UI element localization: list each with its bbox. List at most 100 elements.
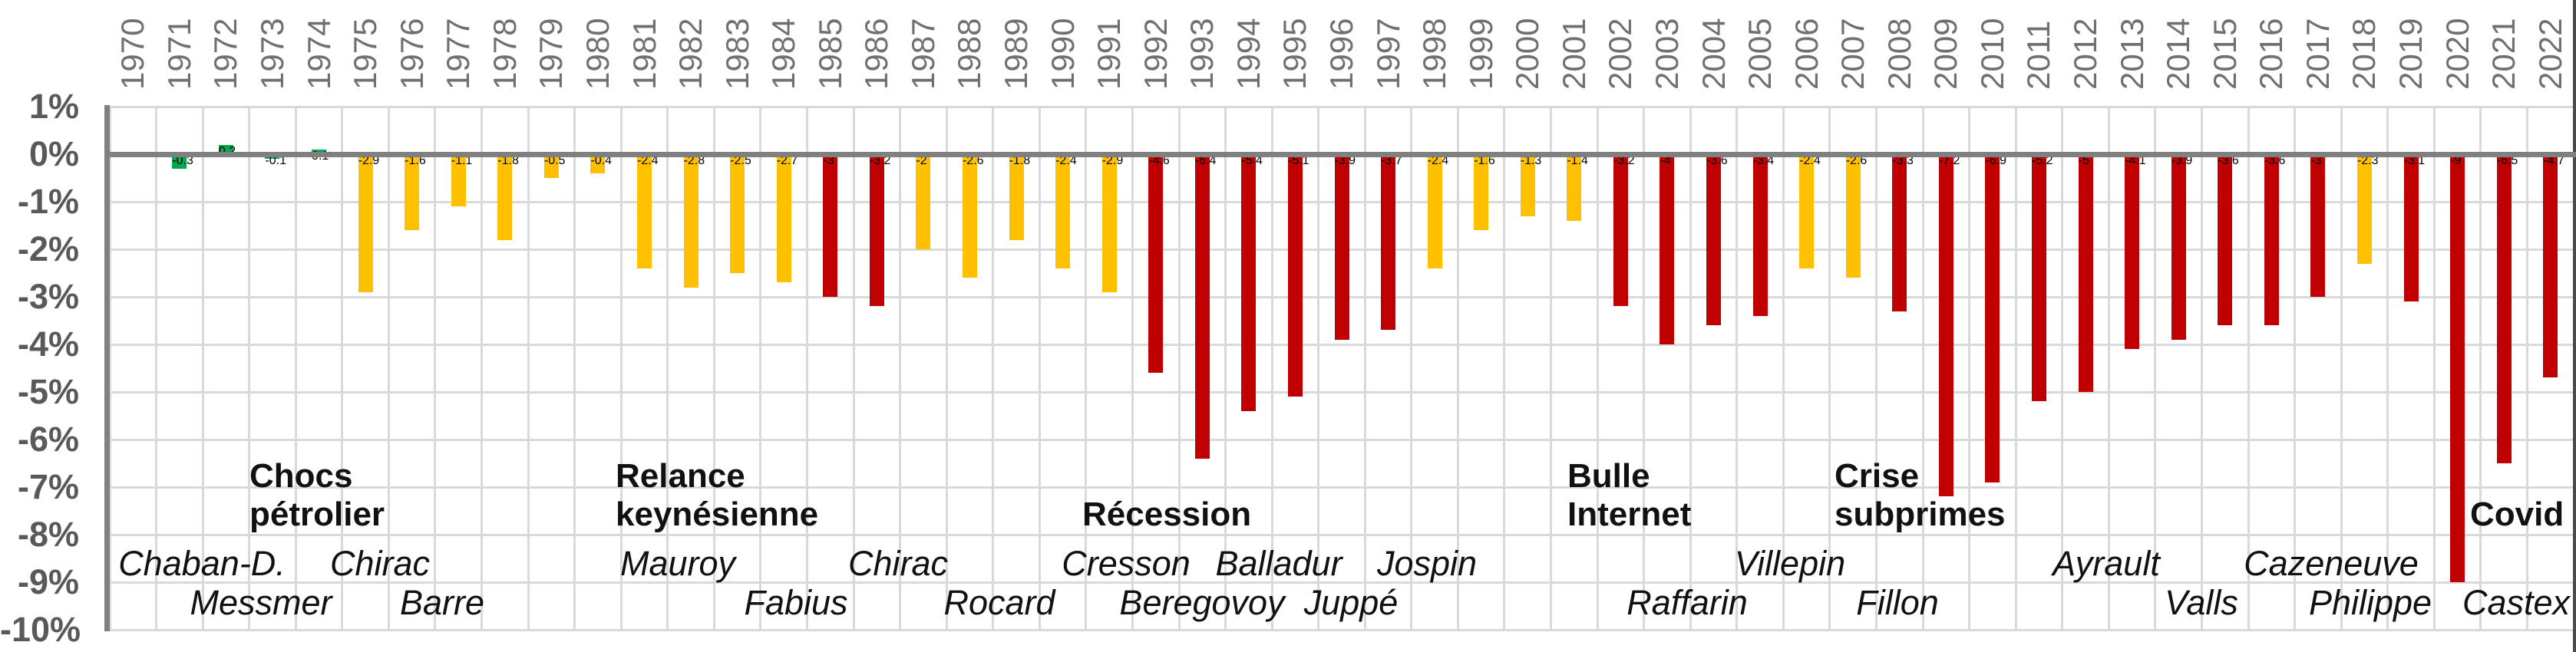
v-gridline bbox=[2247, 107, 2250, 630]
bar-1992: -4.6 bbox=[1148, 154, 1170, 374]
v-gridline bbox=[1410, 107, 1413, 630]
x-tick-label-2014: 2014 bbox=[2160, 18, 2197, 90]
x-tick-label-1992: 1992 bbox=[1137, 18, 1174, 90]
bar-1978: -1.8 bbox=[497, 154, 519, 240]
x-tick-label-1985: 1985 bbox=[811, 18, 848, 90]
x-tick-label-1982: 1982 bbox=[672, 18, 709, 90]
pm-label: Barre bbox=[399, 583, 485, 622]
v-gridline bbox=[1875, 107, 1878, 630]
y-tick-label: -6% bbox=[17, 420, 79, 459]
v-gridline bbox=[481, 107, 484, 630]
bar-2009: -7.2 bbox=[1938, 154, 1960, 497]
v-gridline bbox=[1456, 107, 1459, 630]
y-tick-label: -4% bbox=[17, 324, 79, 364]
x-tick-label-1976: 1976 bbox=[393, 18, 430, 90]
v-gridline bbox=[341, 107, 344, 630]
bar-2012: -5 bbox=[2078, 154, 2093, 392]
bar-2021: -6.5 bbox=[2496, 154, 2518, 463]
pm-label: Chirac bbox=[329, 544, 431, 583]
x-tick-label-1994: 1994 bbox=[1230, 18, 1267, 90]
x-tick-label-1977: 1977 bbox=[440, 18, 477, 90]
event-label: Crise bbox=[1835, 457, 1920, 495]
v-gridline bbox=[1968, 107, 1971, 630]
bar-2005: -3.4 bbox=[1752, 154, 1774, 316]
v-gridline bbox=[992, 107, 995, 630]
x-tick-label-1990: 1990 bbox=[1044, 18, 1081, 90]
y-tick-label: -5% bbox=[17, 372, 79, 411]
v-gridline bbox=[852, 107, 855, 630]
v-gridline bbox=[108, 107, 111, 630]
v-gridline bbox=[2061, 107, 2064, 630]
v-gridline bbox=[1550, 107, 1553, 630]
h-gridline bbox=[110, 533, 2574, 536]
x-tick-label-1973: 1973 bbox=[253, 18, 290, 90]
pm-label: Mauroy bbox=[619, 544, 736, 583]
bar-2015: -3.6 bbox=[2218, 154, 2239, 326]
v-gridline bbox=[1177, 107, 1181, 630]
bar-2011: -5.2 bbox=[2031, 154, 2053, 402]
bar-1998: -2.4 bbox=[1427, 154, 1448, 268]
pm-label: Jospin bbox=[1376, 544, 1478, 583]
window-right-border bbox=[2573, 0, 2576, 652]
y-tick-label: -7% bbox=[17, 467, 79, 506]
y-tick-label: -10% bbox=[0, 610, 81, 649]
x-tick-label-1980: 1980 bbox=[579, 18, 616, 90]
zero-axis-line bbox=[110, 152, 2576, 157]
pm-label: Philippe bbox=[2308, 583, 2432, 622]
bar-1995: -5.1 bbox=[1287, 154, 1309, 397]
pm-label: Fabius bbox=[744, 583, 848, 622]
event-label: Chocs bbox=[249, 457, 353, 495]
x-tick-label-2017: 2017 bbox=[2299, 18, 2336, 90]
bar-1989: -1.8 bbox=[1009, 154, 1030, 240]
bar-1987: -2 bbox=[916, 154, 931, 249]
bar-1993: -6.4 bbox=[1194, 154, 1216, 459]
x-tick-label-1997: 1997 bbox=[1369, 18, 1406, 90]
bar-1985: -3 bbox=[823, 154, 838, 297]
v-gridline bbox=[1131, 107, 1134, 630]
bar-2004: -3.6 bbox=[1706, 154, 1728, 326]
x-tick-label-2019: 2019 bbox=[2393, 18, 2429, 90]
y-tick-label: -2% bbox=[17, 229, 79, 268]
x-tick-label-2021: 2021 bbox=[2485, 18, 2522, 90]
x-tick-label-2004: 2004 bbox=[1695, 18, 1732, 90]
x-tick-label-1979: 1979 bbox=[533, 18, 570, 90]
v-gridline bbox=[1085, 107, 1088, 630]
bar-1976: -1.6 bbox=[405, 154, 426, 231]
x-tick-label-2010: 2010 bbox=[1973, 18, 2010, 90]
pm-label: Villepin bbox=[1734, 544, 1846, 583]
bar-2019: -3.1 bbox=[2403, 154, 2425, 302]
x-tick-label-2002: 2002 bbox=[1602, 18, 1639, 90]
x-tick-label-1971: 1971 bbox=[160, 18, 197, 90]
x-tick-label-1972: 1972 bbox=[207, 18, 244, 90]
event-label: subprimes bbox=[1835, 496, 2006, 533]
h-gridline bbox=[110, 390, 2574, 394]
x-tick-label-1989: 1989 bbox=[998, 18, 1035, 90]
bar-1984: -2.7 bbox=[776, 154, 798, 283]
v-gridline bbox=[1363, 107, 1366, 630]
pm-label: Chirac bbox=[847, 544, 949, 583]
x-tick-label-1987: 1987 bbox=[904, 18, 941, 90]
bar-2014: -3.9 bbox=[2171, 154, 2192, 340]
bar-2001: -1.4 bbox=[1567, 154, 1588, 221]
v-gridline bbox=[2479, 107, 2482, 630]
bar-1975: -2.9 bbox=[358, 154, 379, 292]
bar-2020: -9 bbox=[2450, 154, 2465, 582]
event-label: keynésienne bbox=[616, 496, 819, 533]
x-tick-label-1975: 1975 bbox=[347, 18, 384, 90]
v-gridline bbox=[1038, 107, 1041, 630]
pm-label: Raffarin bbox=[1627, 583, 1748, 622]
bar-1999: -1.6 bbox=[1474, 154, 1495, 231]
y-axis-line bbox=[104, 105, 110, 631]
x-tick-label-2018: 2018 bbox=[2346, 18, 2383, 90]
x-tick-label-2005: 2005 bbox=[1742, 18, 1778, 90]
x-tick-label-2009: 2009 bbox=[1927, 18, 1964, 90]
v-gridline bbox=[1689, 107, 1692, 630]
pm-label: Chaban-D. bbox=[118, 544, 286, 583]
bar-2022: -4.7 bbox=[2543, 154, 2564, 378]
h-gridline bbox=[110, 581, 2574, 584]
v-gridline bbox=[945, 107, 948, 630]
x-tick-label-1999: 1999 bbox=[1462, 18, 1499, 90]
pm-label: Fillon bbox=[1856, 583, 1939, 622]
x-tick-label-1998: 1998 bbox=[1416, 18, 1453, 90]
